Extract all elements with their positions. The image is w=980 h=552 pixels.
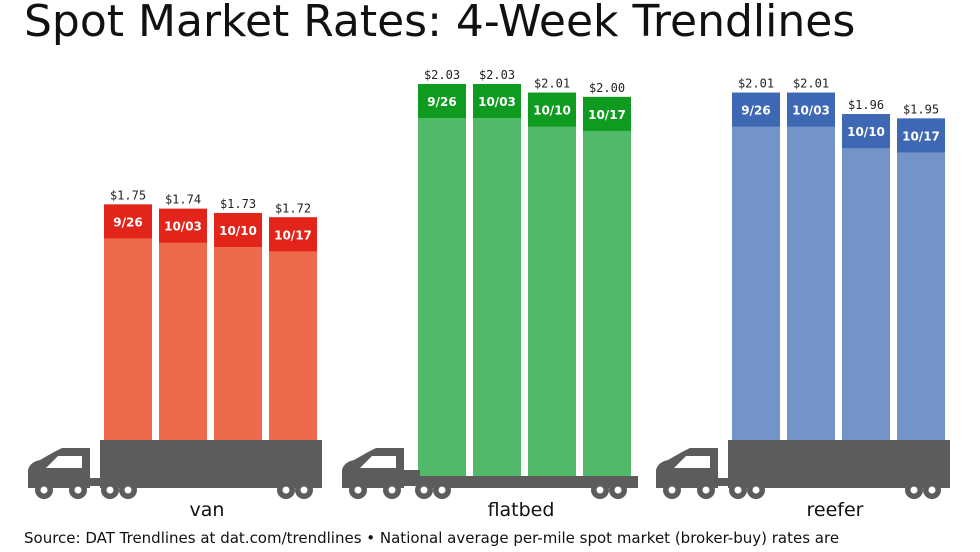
- bar-flatbed-3: [583, 96, 631, 477]
- truck-groups: 9/26 $1.75 10/03 $1.74 10/10 $1.73 10/17 $1.72 v…: [28, 68, 950, 521]
- bar-cap-flatbed-3: [583, 96, 631, 131]
- bar-cap-reefer-3: [897, 118, 945, 153]
- source-note: Source: DAT Trendlines at dat.com/trendl…: [24, 529, 839, 547]
- value-label-flatbed-1: $2.03: [479, 68, 515, 82]
- value-label-van-3: $1.72: [275, 201, 311, 215]
- value-label-reefer-2: $1.96: [848, 98, 884, 112]
- truck-icon-van: [28, 440, 322, 499]
- value-label-reefer-3: $1.95: [903, 102, 939, 116]
- week-label-van-0: 9/26: [113, 215, 142, 229]
- category-label-flatbed: flatbed: [488, 499, 555, 521]
- value-label-flatbed-2: $2.01: [534, 77, 570, 91]
- truck-group-flatbed: 9/26 $2.03 10/03 $2.03 10/10 $2.01 10/17 $2.00 f…: [342, 68, 638, 521]
- bar-cap-van-0: [104, 204, 152, 239]
- bar-van-2: [214, 213, 262, 440]
- value-label-van-1: $1.74: [165, 193, 201, 207]
- bar-cap-flatbed-2: [528, 92, 576, 127]
- week-label-flatbed-1: 10/03: [478, 95, 516, 109]
- bar-van-3: [269, 217, 317, 440]
- week-label-van-3: 10/17: [274, 228, 312, 242]
- week-label-van-1: 10/03: [164, 220, 202, 234]
- week-label-flatbed-2: 10/10: [533, 104, 571, 118]
- bar-cap-reefer-2: [842, 114, 890, 149]
- bar-cap-flatbed-1: [473, 84, 521, 118]
- week-label-van-2: 10/10: [219, 224, 257, 238]
- value-label-reefer-0: $2.01: [738, 77, 774, 91]
- week-label-flatbed-3: 10/17: [588, 108, 626, 122]
- bar-flatbed-1: [473, 84, 521, 476]
- bar-reefer-0: [732, 92, 780, 440]
- category-label-reefer: reefer: [807, 499, 864, 521]
- truck-group-reefer: 9/26 $2.01 10/03 $2.01 10/10 $1.96 10/17 $1.95 r…: [656, 77, 950, 521]
- truck-icon-flatbed: [342, 448, 638, 499]
- value-label-flatbed-0: $2.03: [424, 68, 460, 82]
- truck-icon-reefer: [656, 440, 950, 499]
- week-label-reefer-2: 10/10: [847, 125, 885, 139]
- bar-cap-van-1: [159, 208, 207, 243]
- bar-flatbed-0: [418, 84, 466, 476]
- bar-flatbed-2: [528, 92, 576, 476]
- week-label-reefer-3: 10/17: [902, 129, 940, 143]
- value-label-van-0: $1.75: [110, 188, 146, 202]
- week-label-reefer-0: 9/26: [741, 104, 770, 118]
- chart-title: Spot Market Rates: 4-Week Trendlines: [24, 0, 855, 47]
- value-label-reefer-1: $2.01: [793, 77, 829, 91]
- value-label-flatbed-3: $2.00: [589, 81, 625, 95]
- bar-cap-flatbed-0: [418, 84, 466, 118]
- week-label-reefer-1: 10/03: [792, 104, 830, 118]
- bar-cap-reefer-0: [732, 92, 780, 127]
- bar-van-1: [159, 208, 207, 440]
- category-label-van: van: [190, 499, 225, 521]
- bar-van-0: [104, 204, 152, 440]
- week-label-flatbed-0: 9/26: [427, 95, 456, 109]
- bar-reefer-3: [897, 118, 945, 441]
- bar-cap-van-3: [269, 217, 317, 252]
- bar-reefer-2: [842, 114, 890, 440]
- truck-group-van: 9/26 $1.75 10/03 $1.74 10/10 $1.73 10/17 $1.72 v…: [28, 188, 322, 521]
- bar-cap-van-2: [214, 213, 262, 247]
- bar-reefer-1: [787, 92, 835, 440]
- value-label-van-2: $1.73: [220, 197, 256, 211]
- bar-cap-reefer-1: [787, 92, 835, 127]
